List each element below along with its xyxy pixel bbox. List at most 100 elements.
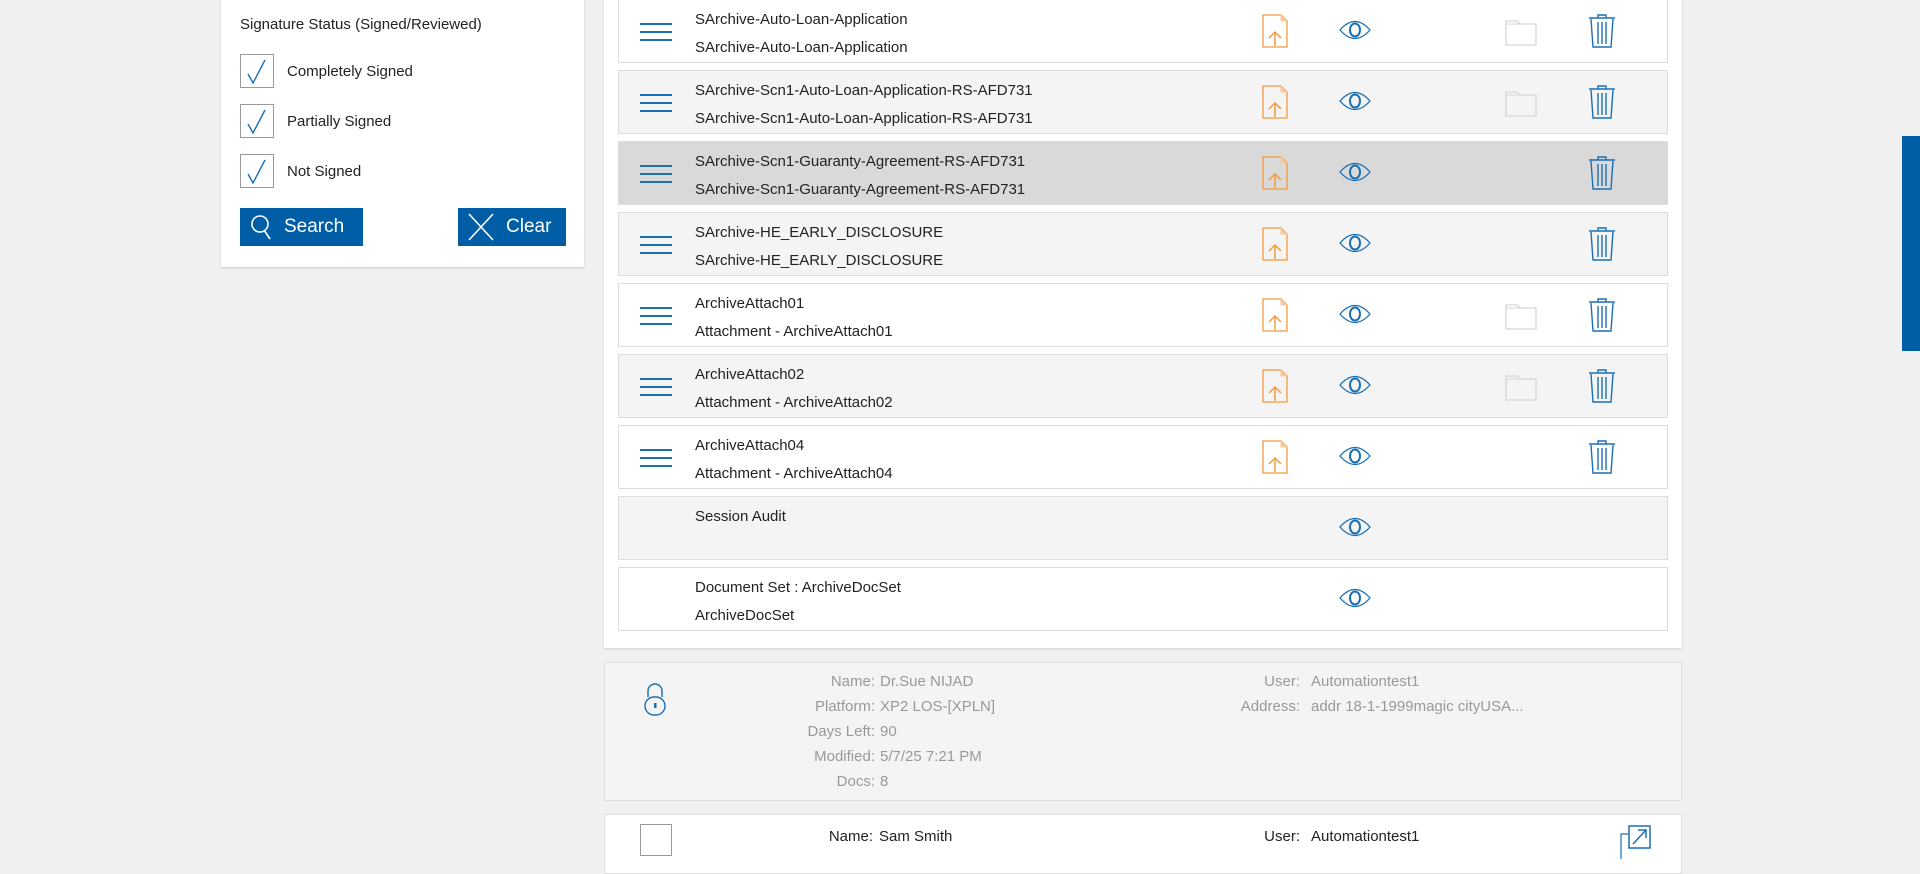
open-external-icon[interactable] (1620, 825, 1652, 859)
name-label: Name: (828, 828, 873, 845)
upload-document-icon[interactable] (1262, 369, 1288, 403)
menu-icon[interactable] (640, 164, 672, 184)
checkbox-label: Partially Signed (287, 113, 392, 130)
view-eye-icon[interactable] (1339, 19, 1371, 41)
checkmark-icon (247, 159, 266, 185)
search-button[interactable]: Search (240, 208, 363, 246)
checkbox-label: Not Signed (287, 163, 362, 180)
delete-trash-icon[interactable] (1588, 14, 1616, 48)
checkbox-option[interactable] (240, 154, 274, 188)
document-subtitle: SArchive-Auto-Loan-Application (695, 39, 908, 56)
package-info: Name: Dr.Sue NIJAD Platform: XP2 LOS-[XPLN]… (604, 662, 1682, 801)
view-eye-icon[interactable] (1339, 232, 1371, 254)
checkbox-option[interactable] (240, 54, 274, 88)
close-icon (468, 213, 494, 241)
info-label: Name: (830, 673, 875, 690)
menu-icon[interactable] (640, 377, 672, 397)
info-label: User: (1264, 673, 1300, 690)
menu-icon[interactable] (640, 22, 672, 42)
info-label: Platform: (814, 698, 875, 715)
view-eye-icon[interactable] (1339, 516, 1371, 538)
info-value: XP2 LOS-[XPLN] (880, 698, 996, 715)
document-row[interactable]: Session Audit (618, 496, 1668, 560)
document-subtitle: SArchive-Scn1-Guaranty-Agreement-RS-AFD7… (695, 181, 1026, 198)
delete-trash-icon[interactable] (1588, 440, 1616, 474)
document-title: SArchive-Scn1-Guaranty-Agreement-RS-AFD7… (695, 153, 1026, 170)
document-row[interactable]: SArchive-Scn1-Guaranty-Agreement-RS-AFD7… (618, 141, 1668, 205)
filter-title: Signature Status (Signed/Reviewed) (240, 16, 482, 33)
delete-trash-icon[interactable] (1588, 227, 1616, 261)
document-title: ArchiveAttach01 (695, 295, 805, 312)
upload-document-icon[interactable] (1262, 440, 1288, 474)
signature-status-filter: Signature Status (Signed/Reviewed) Compl… (221, 0, 584, 267)
upload-document-icon[interactable] (1262, 156, 1288, 190)
package-card[interactable]: Name: Sam Smith User: Automationtest1 (604, 814, 1682, 874)
document-title: Document Set : ArchiveDocSet (695, 579, 901, 596)
document-row[interactable]: ArchiveAttach02 Attachment - ArchiveAttac… (618, 354, 1668, 418)
checkbox-label: Completely Signed (287, 63, 413, 80)
select-checkbox[interactable] (640, 824, 672, 856)
menu-icon[interactable] (640, 306, 672, 326)
menu-icon[interactable] (640, 448, 672, 468)
document-subtitle: ArchiveDocSet (695, 607, 795, 624)
document-row[interactable]: SArchive-Auto-Loan-Application SArchive-A… (618, 0, 1668, 63)
delete-trash-icon[interactable] (1588, 298, 1616, 332)
info-value: addr 18-1-1999magic cityUSA... (1311, 698, 1524, 715)
search-icon (251, 215, 271, 240)
view-eye-icon[interactable] (1339, 90, 1371, 112)
document-list: SArchive-Auto-Loan-Application SArchive-A… (604, 0, 1682, 648)
upload-document-icon[interactable] (1262, 14, 1288, 48)
document-row[interactable]: ArchiveAttach04 Attachment - ArchiveAttac… (618, 425, 1668, 489)
info-value: 5/7/25 7:21 PM (880, 748, 982, 765)
delete-trash-icon[interactable] (1588, 156, 1616, 190)
document-subtitle: SArchive-Scn1-Auto-Loan-Application-RS-A… (695, 110, 1033, 127)
folder-icon[interactable] (1505, 302, 1537, 330)
folder-icon[interactable] (1505, 373, 1537, 401)
folder-icon[interactable] (1505, 18, 1537, 46)
clear-label: Clear (506, 216, 552, 237)
delete-trash-icon[interactable] (1588, 85, 1616, 119)
checkmark-icon (247, 109, 266, 135)
menu-icon[interactable] (640, 93, 672, 113)
document-title: SArchive-HE_EARLY_DISCLOSURE (695, 224, 944, 241)
document-title: SArchive-Auto-Loan-Application (695, 11, 908, 28)
checkmark-icon (247, 59, 266, 85)
info-label: Days Left: (807, 723, 875, 740)
document-title: ArchiveAttach02 (695, 366, 805, 383)
info-value: 8 (880, 773, 889, 790)
upload-document-icon[interactable] (1262, 85, 1288, 119)
user-value: Automationtest1 (1311, 828, 1420, 845)
lock-icon[interactable] (643, 683, 667, 717)
scrollbar-thumb[interactable] (1902, 136, 1920, 351)
menu-icon[interactable] (640, 235, 672, 255)
document-row[interactable]: SArchive-HE_EARLY_DISCLOSURE SArchive-HE_… (618, 212, 1668, 276)
upload-document-icon[interactable] (1262, 227, 1288, 261)
document-title: Session Audit (695, 508, 786, 525)
search-label: Search (284, 216, 345, 237)
document-row[interactable]: ArchiveAttach01 Attachment - ArchiveAttac… (618, 283, 1668, 347)
delete-trash-icon[interactable] (1588, 369, 1616, 403)
checkbox-option[interactable] (240, 104, 274, 138)
folder-icon[interactable] (1505, 89, 1537, 117)
document-row[interactable]: Document Set : ArchiveDocSet ArchiveDocSe… (618, 567, 1668, 631)
view-eye-icon[interactable] (1339, 445, 1371, 467)
document-title: ArchiveAttach04 (695, 437, 805, 454)
user-label: User: (1264, 828, 1300, 845)
clear-button[interactable]: Clear (458, 208, 566, 246)
info-label: Modified: (814, 748, 875, 765)
info-value: Dr.Sue NIJAD (880, 673, 974, 690)
view-eye-icon[interactable] (1339, 587, 1371, 609)
document-subtitle: SArchive-HE_EARLY_DISCLOSURE (695, 252, 944, 269)
document-subtitle: Attachment - ArchiveAttach04 (695, 465, 893, 482)
document-subtitle: Attachment - ArchiveAttach01 (695, 323, 893, 340)
info-label: Address: (1240, 698, 1300, 715)
view-eye-icon[interactable] (1339, 161, 1371, 183)
info-value: 90 (880, 723, 897, 740)
view-eye-icon[interactable] (1339, 374, 1371, 396)
document-title: SArchive-Scn1-Auto-Loan-Application-RS-A… (695, 82, 1033, 99)
upload-document-icon[interactable] (1262, 298, 1288, 332)
name-value: Sam Smith (879, 828, 953, 845)
document-subtitle: Attachment - ArchiveAttach02 (695, 394, 893, 411)
view-eye-icon[interactable] (1339, 303, 1371, 325)
document-row[interactable]: SArchive-Scn1-Auto-Loan-Application-RS-A… (618, 70, 1668, 134)
